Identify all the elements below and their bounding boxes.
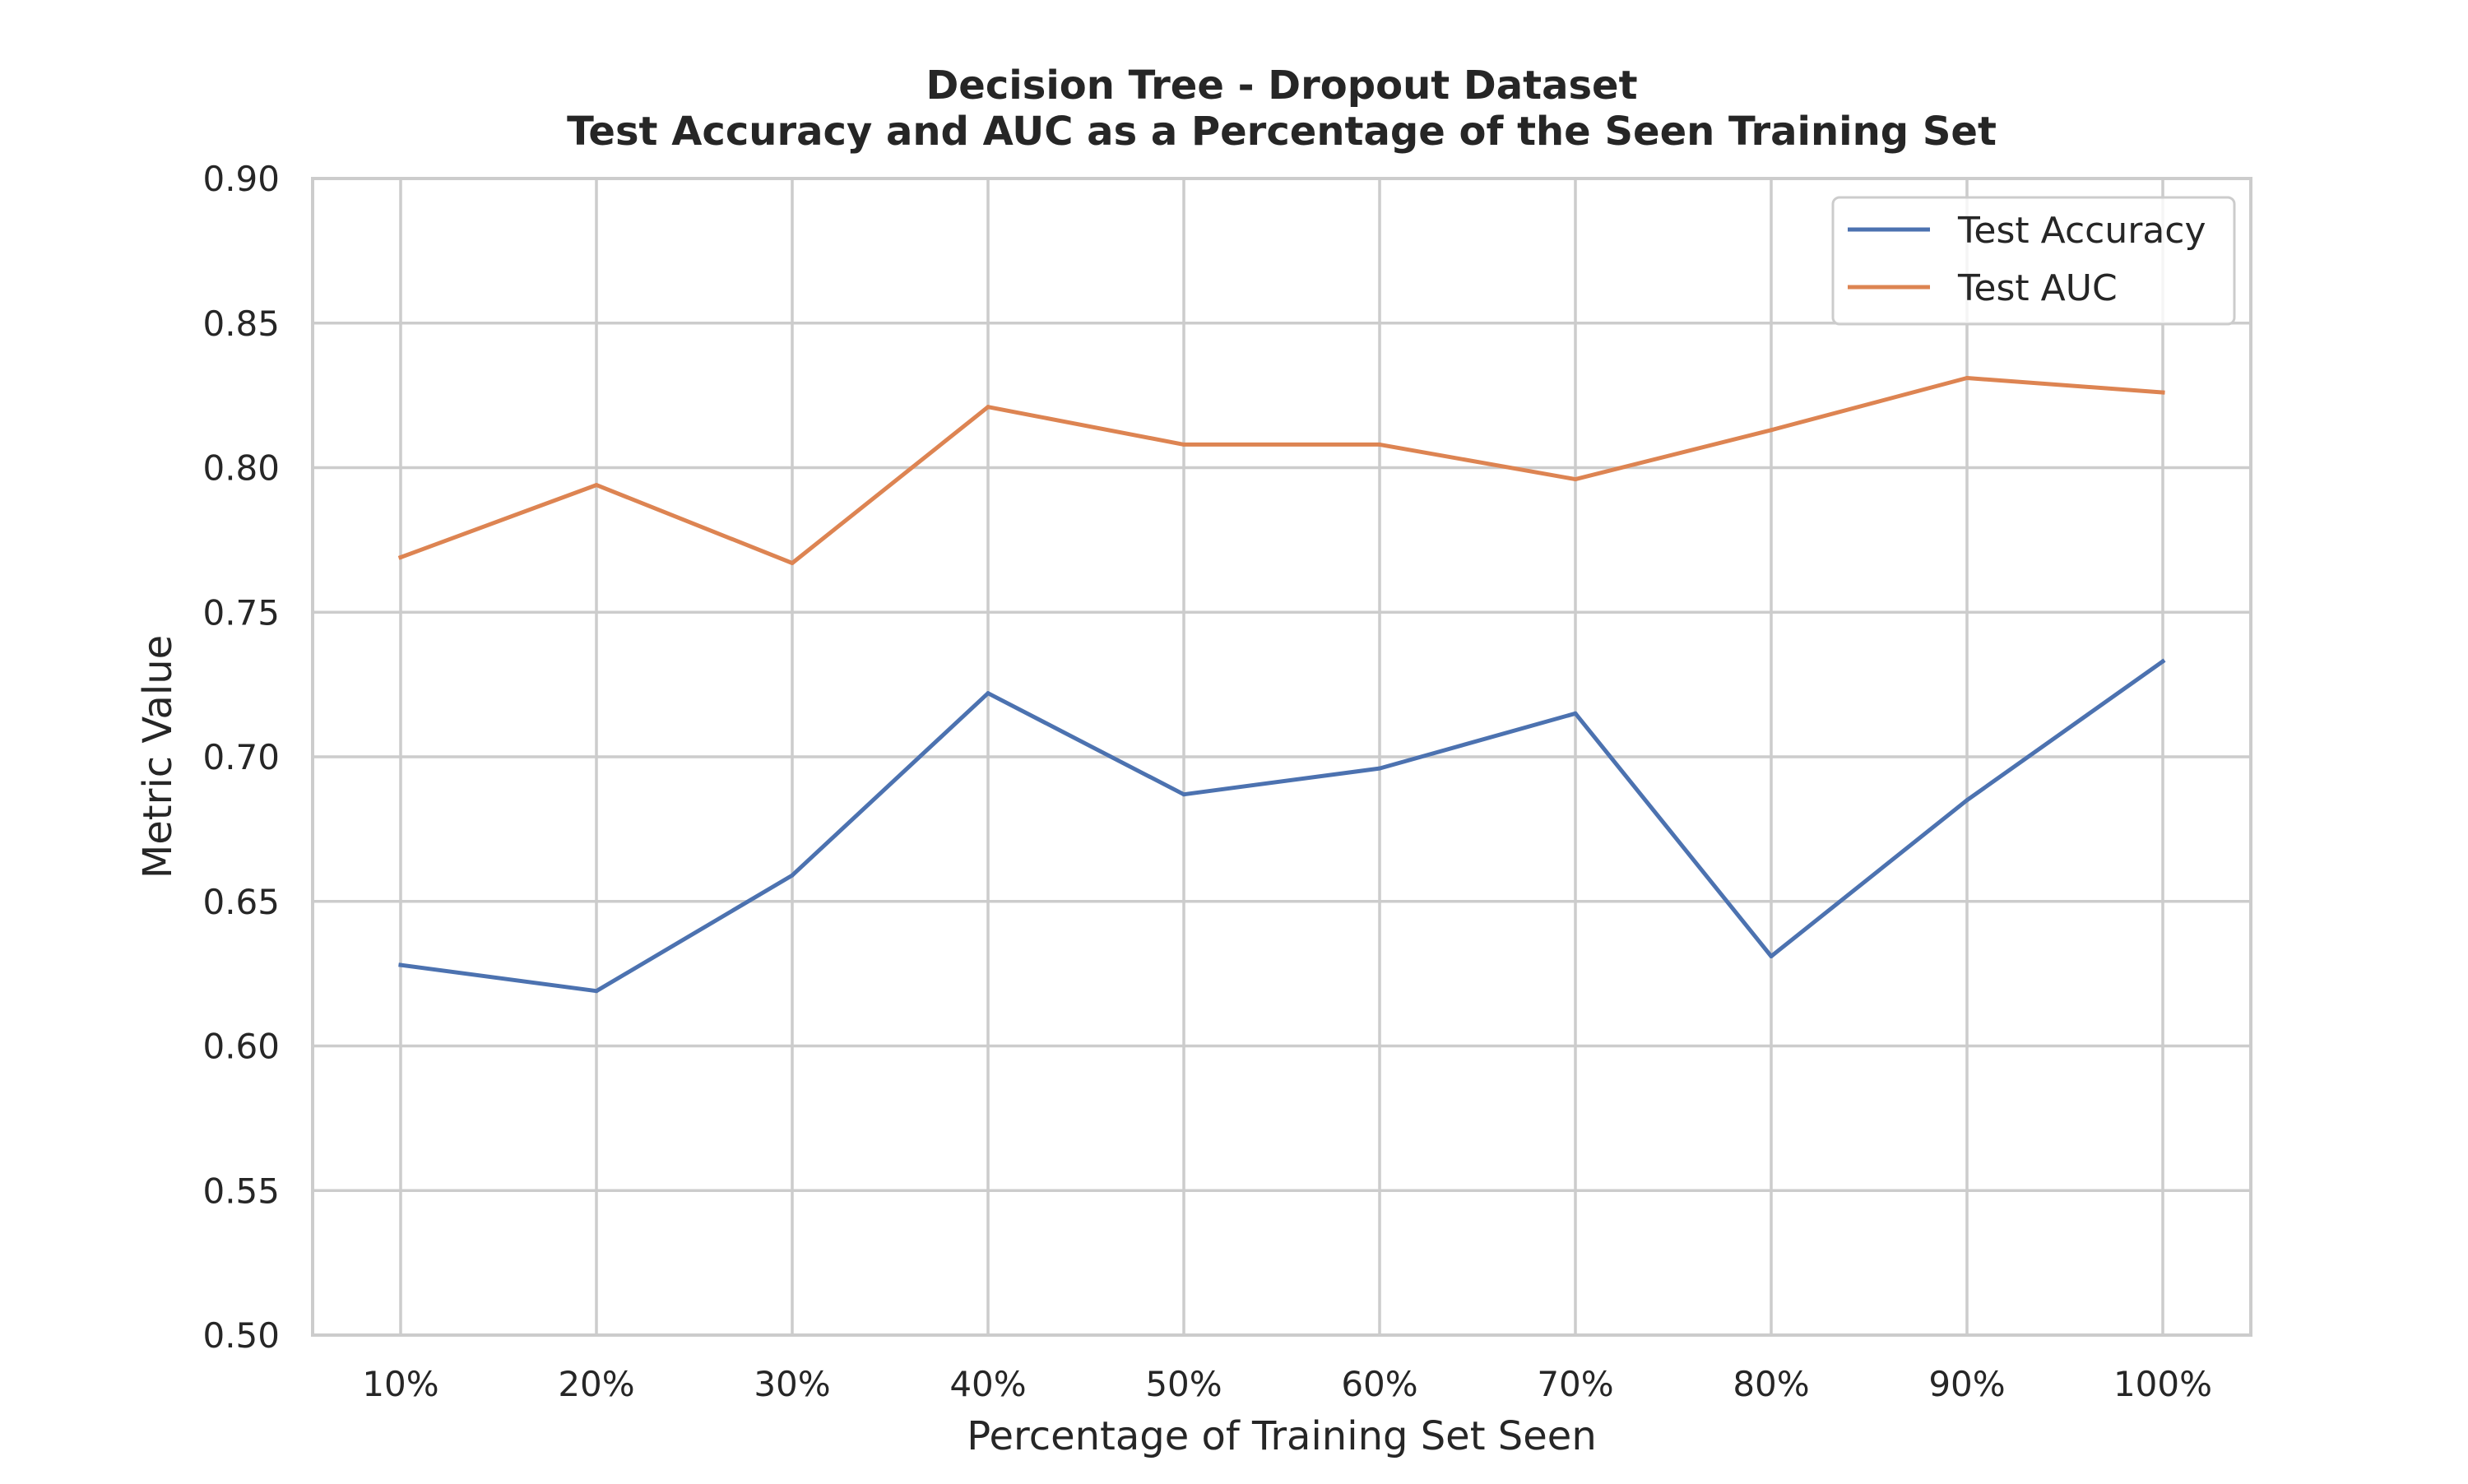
x-tick-label: 30%	[754, 1364, 830, 1404]
legend-label-test-auc: Test AUC	[1957, 267, 2118, 309]
data-point-test-auc	[1769, 428, 1774, 433]
data-point-test-accuracy	[986, 691, 990, 696]
data-point-test-auc	[1573, 477, 1578, 482]
x-tick-label: 100%	[2113, 1364, 2212, 1404]
chart-title: Decision Tree - Dropout Dataset	[926, 63, 1637, 109]
y-tick-label: 0.85	[202, 304, 280, 344]
x-tick-label: 60%	[1341, 1364, 1417, 1404]
data-point-test-auc	[1181, 442, 1186, 447]
data-point-test-accuracy	[1769, 954, 1774, 959]
data-point-test-accuracy	[2160, 659, 2165, 664]
data-point-test-accuracy	[1965, 798, 1969, 803]
y-tick-label: 0.80	[202, 448, 280, 489]
y-axis-ticks: 0.50 0.55 0.60 0.65 0.70 0.75 0.80 0.85 0.90	[202, 159, 280, 1356]
x-tick-label: 20%	[558, 1364, 634, 1404]
data-point-test-auc	[986, 405, 990, 410]
data-point-test-auc	[1377, 442, 1382, 447]
y-axis-label: Metric Value	[135, 635, 181, 879]
x-tick-label: 40%	[949, 1364, 1026, 1404]
x-tick-label: 50%	[1145, 1364, 1222, 1404]
data-point-test-accuracy	[1573, 711, 1578, 716]
data-point-test-accuracy	[398, 962, 403, 967]
y-tick-label: 0.70	[202, 737, 280, 777]
data-point-test-auc	[790, 560, 795, 565]
x-axis-ticks: 10% 20% 30% 40% 50% 60% 70% 80% 90% 100%	[362, 1364, 2212, 1404]
legend: Test Accuracy Test AUC	[1831, 196, 2236, 326]
grid-layer	[313, 177, 2251, 1337]
data-point-test-accuracy	[790, 873, 795, 878]
y-tick-label: 0.50	[202, 1315, 280, 1356]
chart-subtitle: Test Accuracy and AUC as a Percentage of…	[567, 109, 1997, 155]
x-tick-label: 90%	[1928, 1364, 2005, 1404]
y-tick-label: 0.90	[202, 159, 280, 199]
x-axis-label: Percentage of Training Set Seen	[967, 1413, 1597, 1459]
data-point-test-accuracy	[1181, 792, 1186, 797]
x-tick-label: 70%	[1537, 1364, 1613, 1404]
data-point-test-auc	[594, 483, 599, 488]
y-tick-label: 0.65	[202, 882, 280, 922]
y-tick-label: 0.60	[202, 1027, 280, 1067]
series-line-test-auc	[397, 376, 2165, 565]
x-tick-label: 10%	[362, 1364, 438, 1404]
legend-label-test-accuracy: Test Accuracy	[1957, 210, 2206, 252]
data-point-test-accuracy	[1377, 766, 1382, 771]
legend-frame	[1831, 196, 2236, 326]
data-point-test-auc	[2160, 390, 2165, 395]
series-layer	[397, 376, 2166, 994]
y-tick-label: 0.75	[202, 592, 280, 633]
data-point-test-accuracy	[594, 989, 599, 994]
series-line-test-accuracy	[398, 658, 2166, 994]
x-tick-label: 80%	[1733, 1364, 1809, 1404]
y-tick-label: 0.55	[202, 1171, 280, 1211]
data-point-test-auc	[398, 554, 403, 559]
plot-area-frame	[311, 177, 2252, 1337]
data-point-test-auc	[1965, 376, 1969, 381]
